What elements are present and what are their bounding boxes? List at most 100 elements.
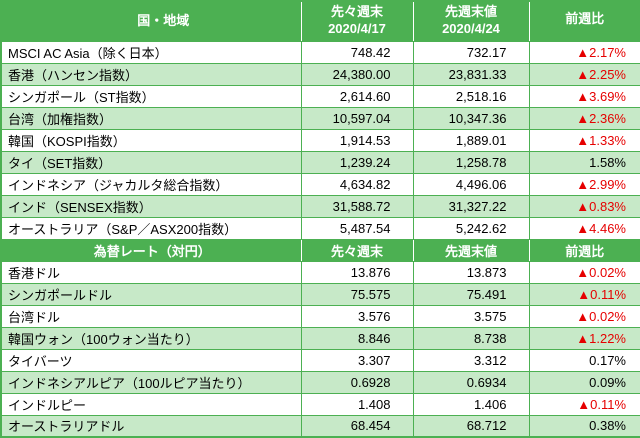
index-row: インドネシア（ジャカルタ総合指数） 4,634.82 4,496.06 ▲2.99% xyxy=(0,172,640,196)
fx-prev-week-value: 3.576 xyxy=(300,304,414,328)
index-table-header: 国・地域 先々週末 2020/4/17 先週末値 2020/4/24 前週比 xyxy=(0,0,640,42)
fx-weekly-change-value: 0.17% xyxy=(528,348,640,372)
index-weekly-change-value: ▲2.99% xyxy=(528,172,640,196)
index-row: MSCI AC Asia（除く日本） 748.42 732.17 ▲2.17% xyxy=(0,40,640,64)
index-last-week-value: 10,347.36 xyxy=(412,106,530,130)
fx-header-last-week: 先週末値 xyxy=(412,238,530,262)
fx-row: オーストラリアドル 68.454 68.712 0.38% xyxy=(0,414,640,438)
index-row-label: 台湾（加権指数） xyxy=(0,106,302,130)
index-header-prev-week: 先々週末 2020/4/17 xyxy=(300,0,414,42)
index-last-week-value: 1,889.01 xyxy=(412,128,530,152)
fx-header-title: 為替レート（対円） xyxy=(0,238,302,262)
fx-header-row: 為替レート（対円） 先々週末 先週末値 前週比 xyxy=(0,238,640,262)
fx-row-label: インドルピー xyxy=(0,392,302,416)
fx-last-week-value: 8.738 xyxy=(412,326,530,350)
fx-row: タイバーツ 3.307 3.312 0.17% xyxy=(0,348,640,372)
index-row: タイ（SET指数） 1,239.24 1,258.78 1.58% xyxy=(0,150,640,174)
fx-table-body: 香港ドル 13.876 13.873 ▲0.02% シンガポールドル 75.575 75.4… xyxy=(0,260,640,438)
index-header-region: 国・地域 xyxy=(0,0,302,42)
index-prev-week-value: 1,914.53 xyxy=(300,128,414,152)
fx-row-label: タイバーツ xyxy=(0,348,302,372)
fx-weekly-change-value: 0.38% xyxy=(528,414,640,438)
prev-week-label: 先々週末 xyxy=(330,4,383,20)
index-weekly-change-value: ▲4.46% xyxy=(528,216,640,240)
fx-weekly-change-value: 0.09% xyxy=(528,370,640,394)
index-prev-week-value: 4,634.82 xyxy=(300,172,414,196)
index-weekly-change-value: ▲2.36% xyxy=(528,106,640,130)
fx-table-header: 為替レート（対円） 先々週末 先週末値 前週比 xyxy=(0,238,640,262)
fx-weekly-change-value: ▲0.11% xyxy=(528,282,640,306)
fx-weekly-change-value: ▲0.11% xyxy=(528,392,640,416)
fx-header-prev-week: 先々週末 xyxy=(300,238,414,262)
index-row: 韓国（KOSPI指数） 1,914.53 1,889.01 ▲1.33% xyxy=(0,128,640,152)
fx-row-label: オーストラリアドル xyxy=(0,414,302,438)
fx-row-label: 台湾ドル xyxy=(0,304,302,328)
index-prev-week-value: 31,588.72 xyxy=(300,194,414,218)
index-row-label: オーストラリア（S&P／ASX200指数） xyxy=(0,216,302,240)
fx-row: シンガポールドル 75.575 75.491 ▲0.11% xyxy=(0,282,640,306)
index-last-week-value: 732.17 xyxy=(412,40,530,64)
fx-row: インドネシアルピア（100ルピア当たり） 0.6928 0.6934 0.09% xyxy=(0,370,640,394)
fx-prev-week-value: 1.408 xyxy=(300,392,414,416)
fx-row: 香港ドル 13.876 13.873 ▲0.02% xyxy=(0,260,640,284)
index-row-label: MSCI AC Asia（除く日本） xyxy=(0,40,302,64)
fx-weekly-change-value: ▲0.02% xyxy=(528,260,640,284)
fx-row: 韓国ウォン（100ウォン当たり） 8.846 8.738 ▲1.22% xyxy=(0,326,640,350)
fx-row: 台湾ドル 3.576 3.575 ▲0.02% xyxy=(0,304,640,328)
index-weekly-change-value: 1.58% xyxy=(528,150,640,174)
index-row: オーストラリア（S&P／ASX200指数） 5,487.54 5,242.62 ▲4.… xyxy=(0,216,640,240)
fx-row-label: 韓国ウォン（100ウォン当たり） xyxy=(0,326,302,350)
fx-prev-week-value: 8.846 xyxy=(300,326,414,350)
index-weekly-change-value: ▲3.69% xyxy=(528,84,640,108)
index-last-week-value: 5,242.62 xyxy=(412,216,530,240)
index-row-label: シンガポール（ST指数） xyxy=(0,84,302,108)
index-row: シンガポール（ST指数） 2,614.60 2,518.16 ▲3.69% xyxy=(0,84,640,108)
index-last-week-value: 1,258.78 xyxy=(412,150,530,174)
index-last-week-value: 23,831.33 xyxy=(412,62,530,86)
fx-last-week-value: 13.873 xyxy=(412,260,530,284)
index-prev-week-value: 2,614.60 xyxy=(300,84,414,108)
index-row: 香港（ハンセン指数） 24,380.00 23,831.33 ▲2.25% xyxy=(0,62,640,86)
index-prev-week-value: 10,597.04 xyxy=(300,106,414,130)
index-last-week-value: 4,496.06 xyxy=(412,172,530,196)
last-week-label: 先週末値 xyxy=(444,4,497,20)
index-header-last-week: 先週末値 2020/4/24 xyxy=(412,0,530,42)
index-row-label: インド（SENSEX指数） xyxy=(0,194,302,218)
index-last-week-value: 31,327.22 xyxy=(412,194,530,218)
index-header-row: 国・地域 先々週末 2020/4/17 先週末値 2020/4/24 前週比 xyxy=(0,0,640,42)
last-week-date: 2020/4/24 xyxy=(442,21,500,37)
fx-prev-week-value: 68.454 xyxy=(300,414,414,438)
index-table-body: MSCI AC Asia（除く日本） 748.42 732.17 ▲2.17% 香港（ハ… xyxy=(0,40,640,240)
index-row-label: 香港（ハンセン指数） xyxy=(0,62,302,86)
fx-last-week-value: 68.712 xyxy=(412,414,530,438)
index-prev-week-value: 24,380.00 xyxy=(300,62,414,86)
index-prev-week-value: 1,239.24 xyxy=(300,150,414,174)
fx-prev-week-value: 3.307 xyxy=(300,348,414,372)
index-header-weekly-change: 前週比 xyxy=(528,0,640,42)
fx-prev-week-value: 75.575 xyxy=(300,282,414,306)
fx-header-weekly-change: 前週比 xyxy=(528,238,640,262)
index-row-label: インドネシア（ジャカルタ総合指数） xyxy=(0,172,302,196)
fx-last-week-value: 3.312 xyxy=(412,348,530,372)
index-weekly-change-value: ▲0.83% xyxy=(528,194,640,218)
fx-row-label: シンガポールドル xyxy=(0,282,302,306)
fx-row: インドルピー 1.408 1.406 ▲0.11% xyxy=(0,392,640,416)
prev-week-date: 2020/4/17 xyxy=(328,21,386,37)
fx-last-week-value: 0.6934 xyxy=(412,370,530,394)
fx-weekly-change-value: ▲0.02% xyxy=(528,304,640,328)
fx-last-week-value: 3.575 xyxy=(412,304,530,328)
index-weekly-change-value: ▲2.17% xyxy=(528,40,640,64)
fx-last-week-value: 75.491 xyxy=(412,282,530,306)
index-prev-week-value: 5,487.54 xyxy=(300,216,414,240)
index-weekly-change-value: ▲2.25% xyxy=(528,62,640,86)
index-weekly-change-value: ▲1.33% xyxy=(528,128,640,152)
index-row-label: 韓国（KOSPI指数） xyxy=(0,128,302,152)
fx-last-week-value: 1.406 xyxy=(412,392,530,416)
index-prev-week-value: 748.42 xyxy=(300,40,414,64)
fx-weekly-change-value: ▲1.22% xyxy=(528,326,640,350)
index-row: 台湾（加権指数） 10,597.04 10,347.36 ▲2.36% xyxy=(0,106,640,130)
index-last-week-value: 2,518.16 xyxy=(412,84,530,108)
fx-row-label: インドネシアルピア（100ルピア当たり） xyxy=(0,370,302,394)
index-row: インド（SENSEX指数） 31,588.72 31,327.22 ▲0.83% xyxy=(0,194,640,218)
